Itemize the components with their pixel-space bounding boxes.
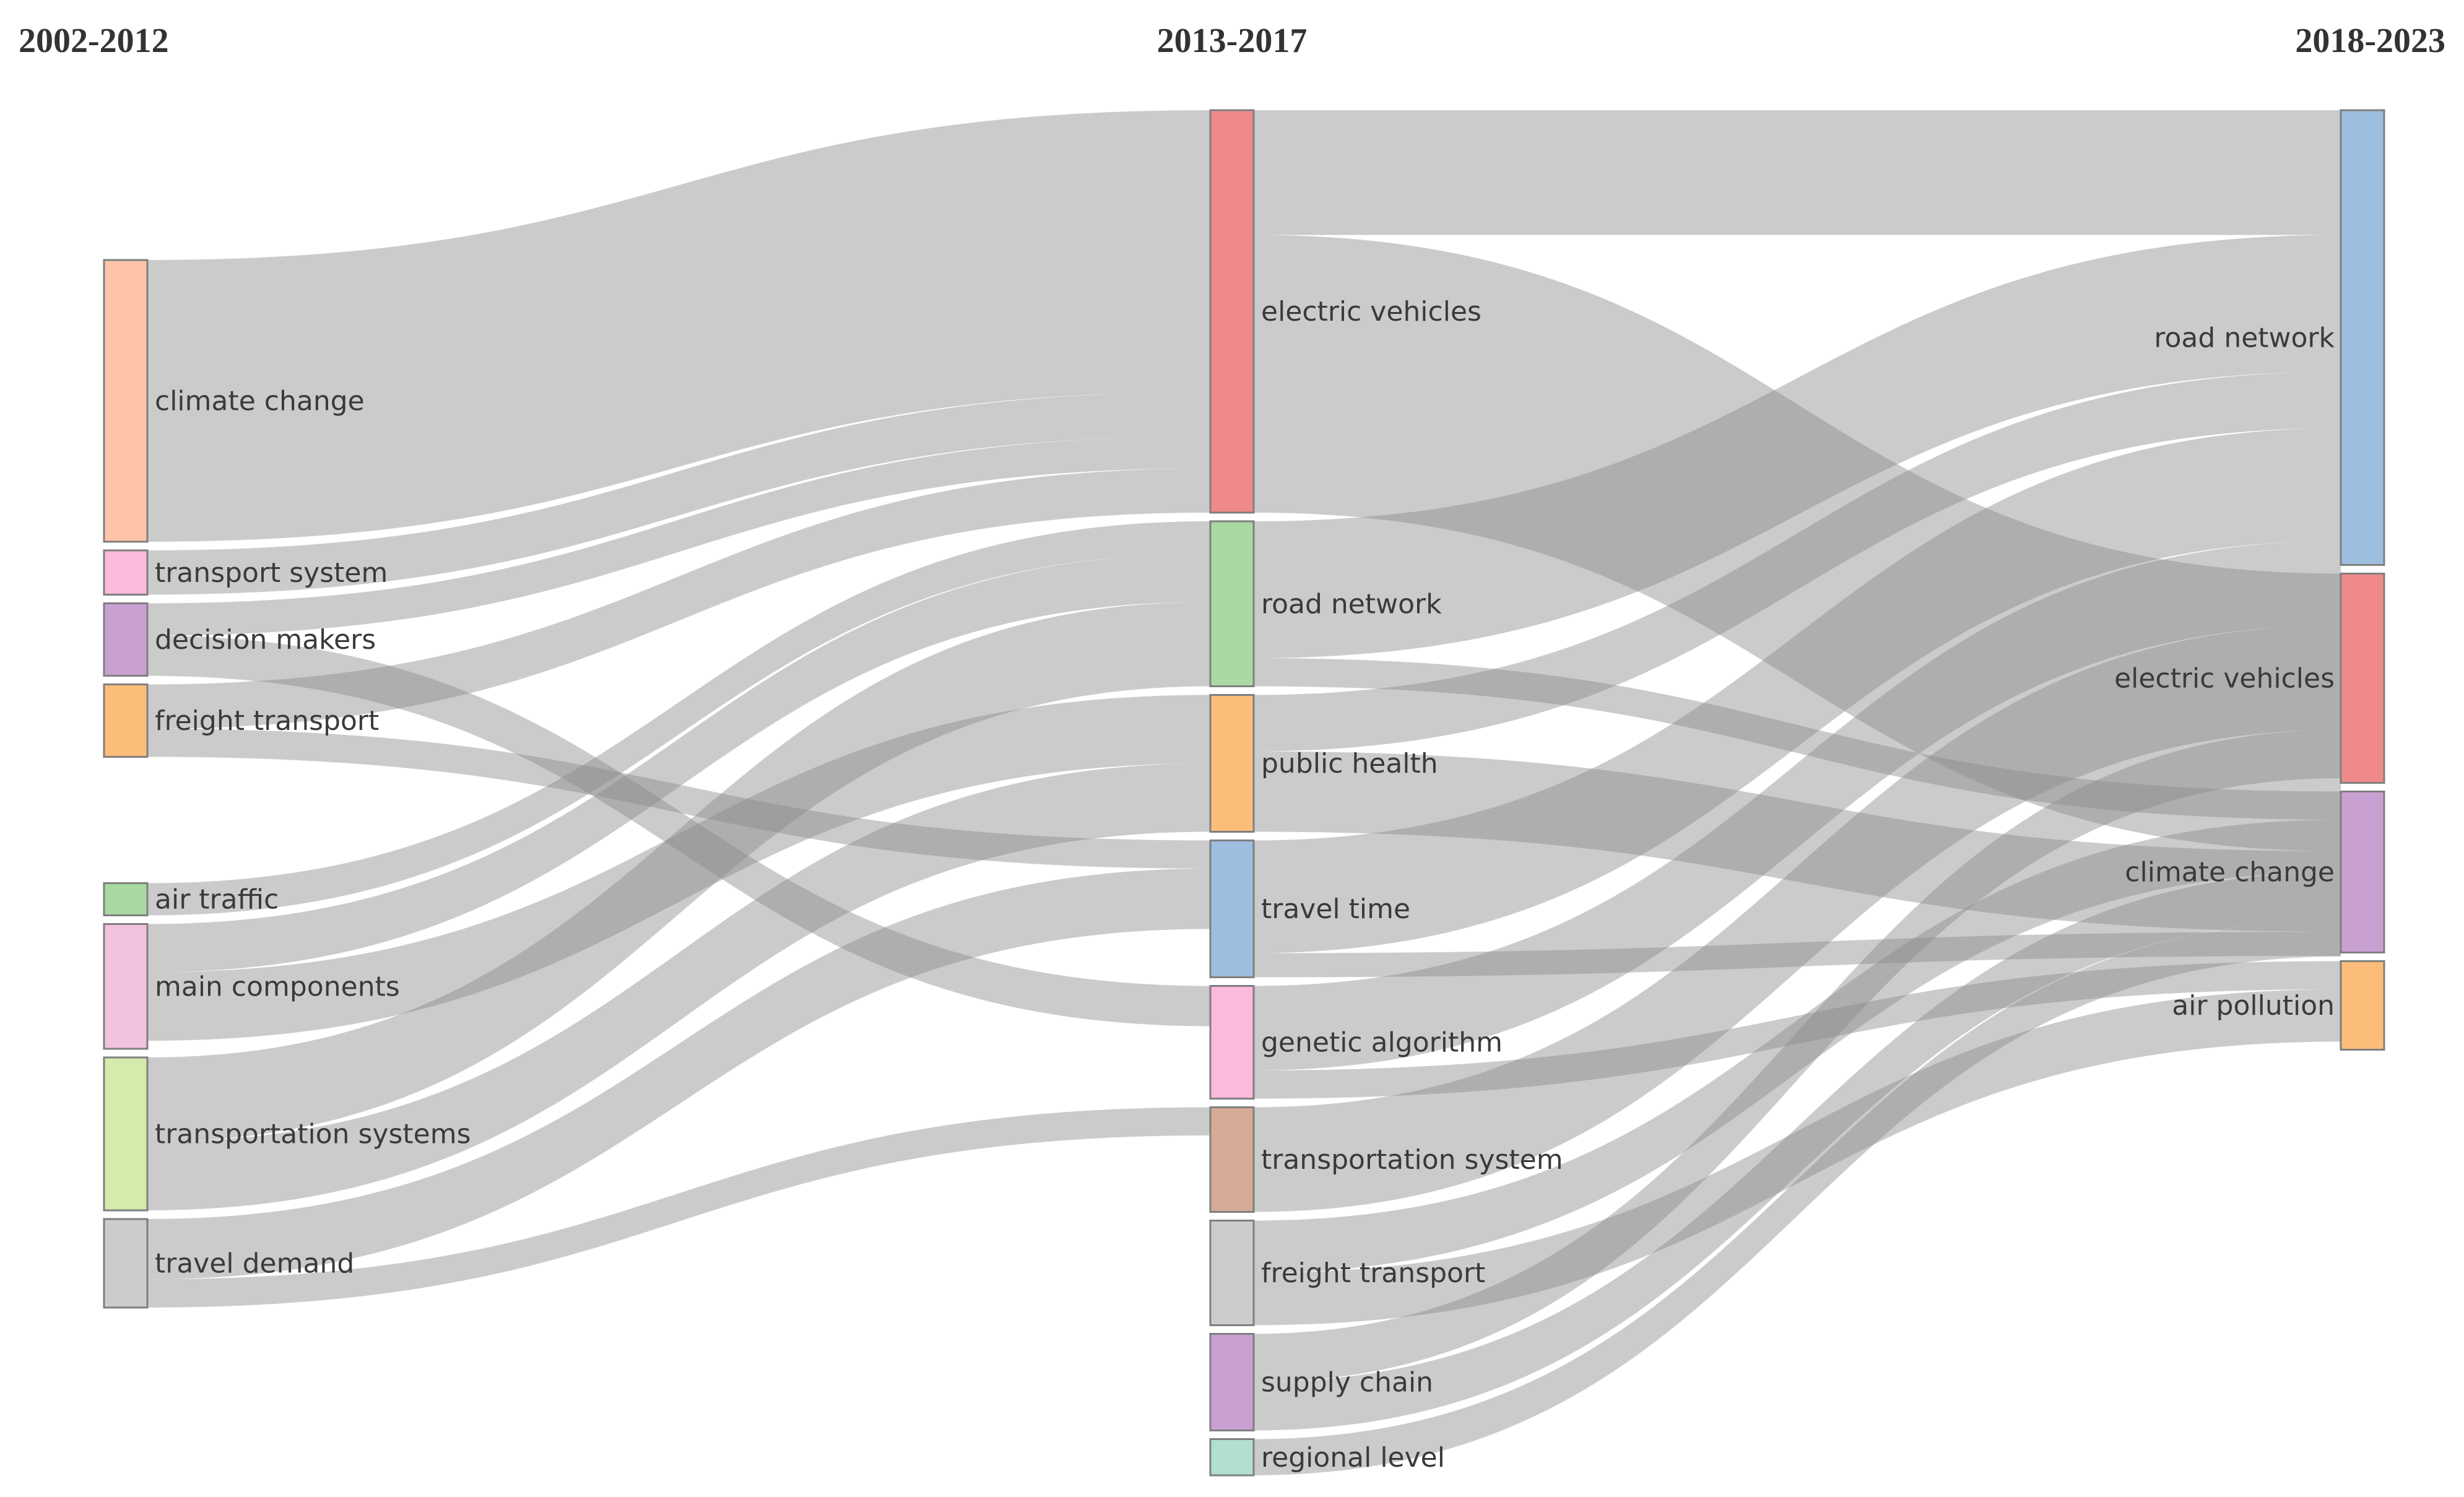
node-c1_health[interactable]: [1209, 694, 1255, 833]
node-label-c1_genetic: genetic algorithm: [1261, 1027, 1503, 1059]
link-c0_travel_demand-to-c1_travel_time[interactable]: [147, 869, 1210, 1280]
link-c1_health-to-c2_ev[interactable]: [1254, 751, 2341, 932]
node-c2_ev[interactable]: [2340, 573, 2385, 784]
link-c1_genetic-to-c2_road[interactable]: [1254, 540, 2341, 1071]
node-c1_supply[interactable]: [1209, 1333, 1255, 1431]
link-c1_freight-to-c2_climate[interactable]: [1254, 820, 2341, 1273]
node-label-c2_ev: electric vehicles: [2114, 663, 2335, 695]
node-c0_travel_demand[interactable]: [103, 1218, 149, 1309]
node-label-c2_air: air pollution: [2172, 990, 2335, 1022]
link-c1_transportation_system-to-c2_road[interactable]: [1254, 625, 2341, 1212]
node-c1_travel_time[interactable]: [1209, 840, 1255, 978]
node-c1_road[interactable]: [1209, 520, 1255, 687]
node-c0_decision[interactable]: [103, 602, 149, 677]
column-title-2013-2017: 2013-2017: [1157, 22, 1308, 60]
link-c0_climate-to-c1_ev[interactable]: [147, 110, 1210, 542]
link-c0_main-to-c1_health[interactable]: [147, 695, 1210, 1041]
node-c2_climate[interactable]: [2340, 791, 2385, 953]
links-layer: [147, 110, 2341, 1475]
link-c0_air_traffic-to-c1_road[interactable]: [147, 521, 1210, 916]
node-label-c0_main: main components: [155, 971, 400, 1002]
node-c0_freight[interactable]: [103, 683, 149, 758]
node-label-c1_supply: supply chain: [1261, 1367, 1433, 1399]
node-label-c1_travel_time: travel time: [1261, 893, 1410, 925]
link-c1_regional-to-c2_climate[interactable]: [1254, 920, 2341, 1476]
link-c1_supply-to-c2_climate[interactable]: [1254, 872, 2341, 1431]
link-c0_decision-to-c1_ev[interactable]: [147, 436, 1210, 636]
node-label-c1_health: public health: [1261, 748, 1438, 779]
link-c1_ev-to-c2_ev[interactable]: [1254, 235, 2341, 852]
node-label-c1_ev: electric vehicles: [1261, 296, 1481, 328]
node-label-c0_transport_system: transport system: [155, 557, 388, 589]
node-label-c1_road: road network: [1261, 588, 1442, 620]
node-label-c1_freight: freight transport: [1261, 1257, 1485, 1289]
node-c1_transportation_system[interactable]: [1209, 1106, 1255, 1213]
link-c1_ev-to-c2_road[interactable]: [1254, 110, 2341, 235]
column-titles: 2002-2012 2013-2017 2018-2023: [19, 22, 2445, 60]
node-label-c0_climate: climate change: [155, 386, 365, 417]
nodes-layer: climate change transport system decision m…: [103, 109, 2385, 1477]
node-c0_climate[interactable]: [103, 259, 149, 543]
node-c1_genetic[interactable]: [1209, 985, 1255, 1100]
link-c0_transport_system-to-c1_ev[interactable]: [147, 392, 1210, 595]
node-label-c0_decision: decision makers: [155, 624, 376, 656]
link-c1_supply-to-c2_road[interactable]: [1254, 730, 2341, 1382]
node-c2_air[interactable]: [2340, 960, 2385, 1051]
node-c1_regional[interactable]: [1209, 1438, 1255, 1477]
link-c1_travel_time-to-c2_road[interactable]: [1254, 428, 2341, 953]
node-label-c0_freight: freight transport: [155, 705, 379, 737]
node-label-c0_transportation_systems: transportation systems: [155, 1119, 471, 1150]
link-c1_genetic-to-c2_air[interactable]: [1254, 961, 2341, 1099]
node-c0_air_traffic[interactable]: [103, 882, 149, 916]
node-label-c2_climate: climate change: [2125, 857, 2335, 888]
node-label-c2_road: road network: [2154, 322, 2335, 354]
node-label-c1_regional: regional level: [1261, 1442, 1445, 1473]
column-title-2018-2023: 2018-2023: [2295, 22, 2445, 60]
link-c1_travel_time-to-c2_ev[interactable]: [1254, 932, 2341, 978]
node-c1_ev[interactable]: [1209, 109, 1255, 514]
link-c0_decision-to-c1_genetic[interactable]: [147, 635, 1210, 1026]
node-label-c1_transportation_system: transportation system: [1261, 1144, 1563, 1176]
node-label-c0_travel_demand: travel demand: [155, 1248, 354, 1280]
column-title-2002-2012: 2002-2012: [19, 22, 169, 60]
node-c0_main[interactable]: [103, 923, 149, 1050]
link-c1_road-to-c2_road[interactable]: [1254, 235, 2341, 659]
link-c0_freight-to-c1_travel_time[interactable]: [147, 729, 1210, 869]
node-label-c0_air_traffic: air traffic: [155, 884, 279, 916]
node-c1_freight[interactable]: [1209, 1220, 1255, 1326]
link-c0_freight-to-c1_ev[interactable]: [147, 468, 1210, 729]
link-c0_transportation_systems-to-c1_health[interactable]: [147, 763, 1210, 1210]
link-c1_health-to-c2_road[interactable]: [1254, 371, 2341, 752]
link-c0_main-to-c1_road[interactable]: [147, 553, 1210, 973]
node-c0_transport_system[interactable]: [103, 549, 149, 596]
link-c0_travel_demand-to-c1_transportation_system[interactable]: [147, 1107, 1210, 1308]
link-c0_transportation_systems-to-c1_road[interactable]: [147, 602, 1210, 1142]
link-c1_road-to-c2_climate[interactable]: [1254, 658, 2341, 820]
node-c0_transportation_systems[interactable]: [103, 1056, 149, 1212]
link-c1_freight-to-c2_air[interactable]: [1254, 989, 2341, 1326]
node-c2_road[interactable]: [2340, 109, 2385, 566]
